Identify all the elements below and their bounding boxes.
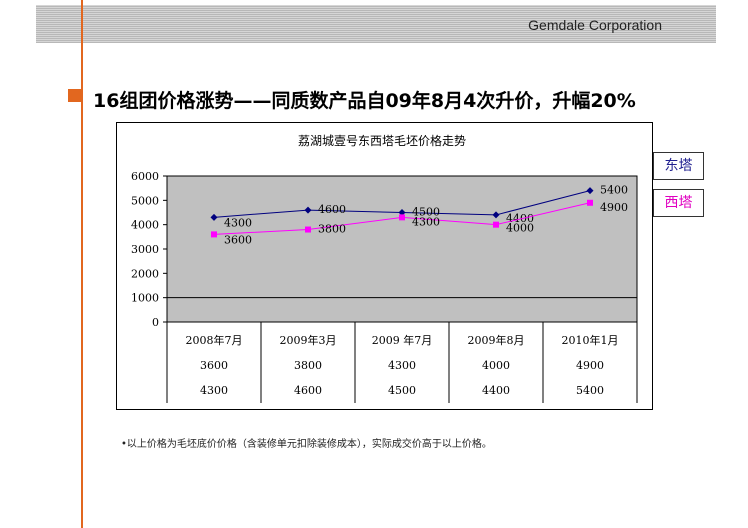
- category-label: 2009年8月: [468, 333, 525, 347]
- header-bar: [36, 5, 716, 43]
- chart-title: 荔湖城壹号东西塔毛坯价格走势: [298, 133, 466, 148]
- data-label: 3600: [224, 233, 252, 246]
- price-trend-chart: 荔湖城壹号东西塔毛坯价格走势 0 1000 2000 3000 4000 5000 6000 4…: [131, 133, 638, 403]
- chart-frame: 荔湖城壹号东西塔毛坯价格走势 0 1000 2000 3000 4000 5000 6000 4…: [116, 122, 653, 410]
- data-label: 4400: [506, 212, 534, 225]
- data-label: 4600: [318, 203, 346, 216]
- category-label: 2009 年7月: [372, 333, 433, 347]
- y-tick-label: 6000: [131, 170, 159, 183]
- table-cell: 4000: [482, 359, 510, 372]
- data-point-east: [586, 187, 594, 195]
- data-point-west: [305, 226, 311, 233]
- table-cell: 4600: [294, 384, 322, 397]
- category-label: 2008年7月: [186, 333, 243, 347]
- company-name: Gemdale Corporation: [528, 17, 662, 33]
- data-label: 4300: [224, 216, 252, 229]
- y-tick-label: 1000: [131, 292, 159, 305]
- data-label: 3800: [318, 223, 346, 236]
- y-tick-label: 4000: [131, 219, 159, 232]
- data-label: 4900: [600, 201, 628, 214]
- data-label: 4300: [412, 215, 440, 228]
- legend-east: 东塔: [653, 152, 704, 180]
- data-label: 4500: [412, 206, 440, 219]
- y-tick-label: 0: [152, 316, 159, 329]
- data-label: 5400: [600, 184, 628, 197]
- category-label: 2009年3月: [280, 333, 337, 347]
- table-cell: 3600: [200, 359, 228, 372]
- data-point-west: [493, 221, 499, 228]
- title-bullet-icon: [68, 89, 81, 102]
- legend-west: 西塔: [653, 189, 704, 217]
- data-point-west: [211, 231, 217, 238]
- data-point-east: [492, 211, 500, 219]
- data-label: 4000: [506, 222, 534, 235]
- slide-title: 16组团价格涨势——同质数产品自09年8月4次升价，升幅20%: [93, 90, 636, 112]
- accent-line: [81, 0, 83, 528]
- category-label: 2010年1月: [562, 333, 619, 347]
- y-tick-label: 3000: [131, 243, 159, 256]
- table-cell: 4500: [388, 384, 416, 397]
- y-tick-label: 5000: [131, 194, 159, 207]
- table-cell: 4300: [388, 359, 416, 372]
- table-cell: 3800: [294, 359, 322, 372]
- table-cell: 5400: [576, 384, 604, 397]
- plot-area: [166, 175, 638, 323]
- footnote: •以上价格为毛坯底价价格（含装修单元扣除装修成本），实际成交价高于以上价格。: [121, 439, 492, 450]
- table-cell: 4300: [200, 384, 228, 397]
- data-point-east: [398, 209, 406, 216]
- data-point-west: [587, 199, 593, 206]
- table-cell: 4400: [482, 384, 510, 397]
- table-cell: 4900: [576, 359, 604, 372]
- y-tick-label: 2000: [131, 267, 159, 280]
- data-point-east: [304, 206, 312, 214]
- data-point-west: [399, 214, 405, 221]
- data-point-east: [210, 213, 218, 221]
